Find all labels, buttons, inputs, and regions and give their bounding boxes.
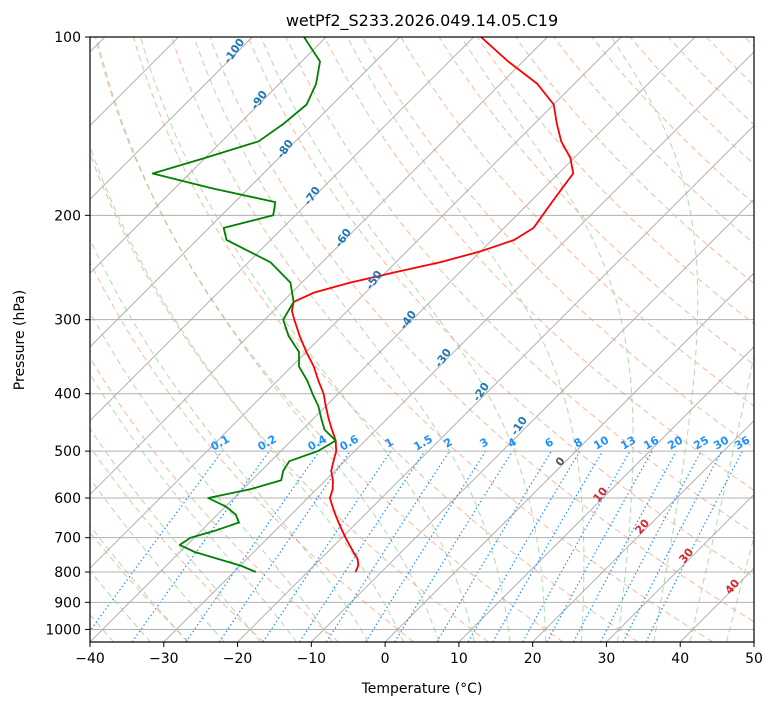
dry-adiabat-line <box>132 37 639 642</box>
moist-adiabat-line <box>90 238 369 642</box>
moist-adiabat-line <box>610 37 699 642</box>
dry-adiabat-line <box>247 37 754 578</box>
dry-adiabat-line <box>285 37 754 534</box>
x-tick-label: 40 <box>671 651 689 667</box>
mixing-ratio-line <box>572 450 677 642</box>
y-tick-label: 1000 <box>45 622 81 638</box>
moist-adiabat-line <box>90 477 225 642</box>
isotherm-line <box>532 419 754 642</box>
dry-adiabat-line <box>94 37 564 642</box>
x-tick-label: 10 <box>450 651 468 667</box>
moist-adiabat-line <box>689 353 754 642</box>
dewpoint-profile <box>151 37 337 573</box>
dry-adiabat-line <box>629 37 754 165</box>
dry-adiabat-line <box>171 37 713 642</box>
dry-adiabat-line <box>90 152 489 642</box>
dry-adiabat-line <box>400 37 754 407</box>
x-tick-label: −40 <box>75 651 105 667</box>
dry-adiabat-line <box>90 446 265 642</box>
x-tick-label: 0 <box>381 651 390 667</box>
mixing-ratio-line <box>365 450 487 642</box>
plot-frame <box>89 36 755 643</box>
x-tick-label: −20 <box>223 651 253 667</box>
dry-adiabat-line <box>209 37 754 623</box>
x-tick-label: 30 <box>598 651 616 667</box>
x-tick-label: 50 <box>745 651 763 667</box>
isotherm-line <box>90 37 475 422</box>
moist-adiabat-line <box>346 37 585 642</box>
isotherm-line <box>90 37 253 201</box>
mixing-ratio-line <box>467 450 581 642</box>
dry-adiabat-line <box>323 37 754 491</box>
background-lines <box>90 37 754 642</box>
y-tick-label: 700 <box>54 531 81 547</box>
dry-adiabat-line <box>591 37 754 205</box>
profiles <box>151 37 575 573</box>
y-tick-label: 200 <box>54 208 81 224</box>
moist-adiabat-line <box>726 535 754 642</box>
moist-adiabat-line <box>140 37 475 642</box>
moist-adiabat-line <box>260 37 547 642</box>
y-axis-label: Pressure (hPa) <box>12 290 28 390</box>
axis-ticks: −40 −30 −20 −10 0 10 20 30 40 50 100 200 300 400 500 60… <box>45 30 763 667</box>
isotherm-line <box>90 37 622 569</box>
chart-title: wetPf2_S233.2026.049.14.05.C19 <box>286 11 558 31</box>
mixing-ratio-line <box>218 450 351 642</box>
isotherm-line <box>458 346 754 642</box>
dry-adiabat-line <box>90 356 339 642</box>
x-axis-label: Temperature (°C) <box>361 681 483 697</box>
dry-adiabat-line <box>476 37 754 325</box>
moist-adiabat-line <box>90 373 297 642</box>
isotherm-line <box>90 37 696 642</box>
x-tick-label: −10 <box>297 651 327 667</box>
mixing-ratio-line <box>394 450 513 642</box>
moist-adiabat-line <box>90 311 333 642</box>
mixing-ratio-line <box>546 450 653 642</box>
y-tick-label: 300 <box>54 313 81 329</box>
dry-adiabat-line <box>362 37 754 449</box>
x-tick-label: −30 <box>149 651 179 667</box>
isotherm-line <box>90 37 327 274</box>
moist-adiabat-line <box>460 37 634 642</box>
moist-adiabat-line <box>90 427 261 642</box>
mixing-ratio-line <box>90 450 223 632</box>
mixing-ratio-line <box>522 450 631 642</box>
mixing-ratio-line <box>436 450 552 642</box>
y-tick-label: 900 <box>54 595 81 611</box>
moist-adiabat-line <box>90 570 151 642</box>
dry-adiabat-line <box>553 37 754 245</box>
isotherm-line <box>384 272 754 642</box>
y-tick-label: 500 <box>54 444 81 460</box>
mixing-ratio-line <box>325 450 451 642</box>
moist-adiabat-line <box>90 145 404 642</box>
mixing-ratio-line <box>185 450 320 642</box>
mixing-ratio-line <box>131 450 270 642</box>
y-tick-label: 600 <box>54 491 81 507</box>
isotherm-line <box>237 124 754 642</box>
isotherm-line <box>90 37 548 496</box>
moist-adiabat-line <box>90 524 188 642</box>
moist-adiabat-line <box>96 37 440 642</box>
pressure-grid <box>90 37 754 630</box>
dry-adiabat-line <box>90 260 414 642</box>
y-tick-label: 800 <box>54 565 81 581</box>
moist-adiabat-line <box>193 37 511 642</box>
mixing-ratio-line <box>492 450 604 642</box>
temperature-profile <box>291 37 575 573</box>
dry-adiabat-line <box>438 37 754 366</box>
isotherm-line <box>606 493 754 642</box>
y-tick-label: 100 <box>54 30 81 46</box>
y-tick-label: 400 <box>54 387 81 403</box>
x-tick-label: 20 <box>524 651 542 667</box>
isotherm-line <box>90 37 401 348</box>
